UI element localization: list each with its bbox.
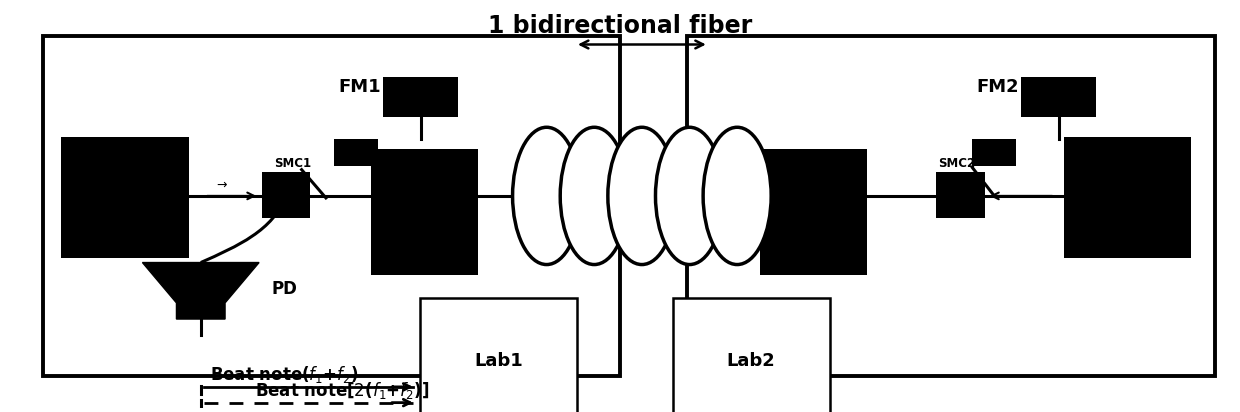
Bar — [1064, 137, 1192, 258]
Text: Lab2: Lab2 — [727, 352, 775, 370]
Bar — [61, 137, 188, 258]
Text: FM2: FM2 — [976, 78, 1018, 96]
Text: SMC2: SMC2 — [939, 157, 976, 170]
Ellipse shape — [608, 127, 676, 265]
Bar — [42, 36, 620, 376]
Bar — [335, 139, 378, 166]
Bar — [760, 150, 867, 275]
Text: SMC1: SMC1 — [274, 157, 311, 170]
Ellipse shape — [656, 127, 723, 265]
Ellipse shape — [703, 127, 771, 265]
Text: $f_1$: $f_1$ — [435, 166, 450, 187]
Polygon shape — [143, 262, 259, 319]
Bar — [262, 172, 310, 218]
Text: $f_2$: $f_2$ — [800, 166, 813, 187]
Text: →: → — [217, 179, 227, 192]
Text: 1 bidirectional fiber: 1 bidirectional fiber — [487, 14, 753, 38]
Ellipse shape — [560, 127, 629, 265]
Bar — [972, 139, 1016, 166]
Bar — [1021, 77, 1096, 117]
Bar — [371, 150, 477, 275]
Text: Beat note($f_1$+$f_2$): Beat note($f_1$+$f_2$) — [211, 364, 360, 385]
Text: Lab1: Lab1 — [474, 352, 523, 370]
Ellipse shape — [512, 127, 580, 265]
Bar — [687, 36, 1215, 376]
Bar — [383, 77, 459, 117]
Text: FM1: FM1 — [339, 78, 381, 96]
Text: PD: PD — [272, 280, 298, 298]
Bar — [936, 172, 985, 218]
Text: Beat note[$2$($f_1$+$f_2$)]: Beat note[$2$($f_1$+$f_2$)] — [255, 379, 430, 400]
